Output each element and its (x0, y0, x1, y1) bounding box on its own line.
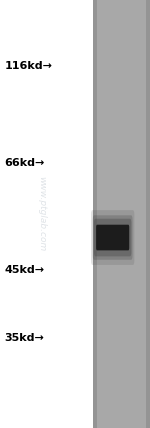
FancyBboxPatch shape (94, 219, 131, 256)
FancyBboxPatch shape (91, 210, 134, 265)
Text: www.ptglab.com: www.ptglab.com (38, 176, 46, 252)
Bar (93, 0, 97, 428)
FancyBboxPatch shape (96, 225, 129, 250)
Bar (93, 0, 150, 428)
Text: 116kd→: 116kd→ (4, 61, 52, 71)
Bar (0, 0, 93, 428)
Text: 35kd→: 35kd→ (4, 333, 44, 343)
Text: 45kd→: 45kd→ (4, 265, 45, 275)
Bar (146, 0, 150, 428)
Text: 66kd→: 66kd→ (4, 158, 45, 168)
FancyBboxPatch shape (93, 215, 133, 260)
